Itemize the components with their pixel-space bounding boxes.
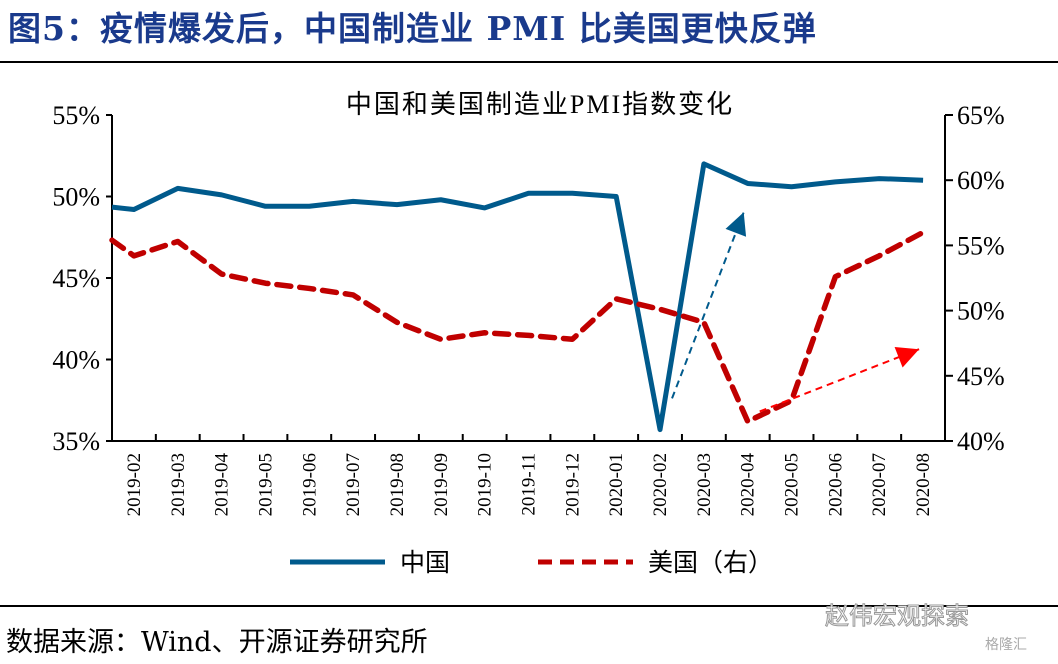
right-tick-label: 45% [957,362,1005,391]
x-tick-label: 2020-07 [869,453,890,516]
x-tick-label: 2020-08 [913,453,934,516]
china-arrowhead-icon [725,212,747,237]
x-tick-label: 2019-05 [255,453,276,516]
top-rule [0,61,1058,63]
legend-us-label: 美国（右） [648,549,773,577]
x-tick-label: 2019-11 [519,453,540,516]
watermark-sub: 格隆汇 [985,637,1027,653]
x-tick-label: 2020-04 [738,453,759,517]
x-tick-label: 2020-02 [650,453,671,516]
x-tick-label: 2019-07 [343,453,364,516]
x-tick-label: 2019-08 [387,453,408,516]
legend-china-label: 中国 [400,549,450,577]
x-tick-label: 2019-03 [168,453,189,516]
china-trend-arrow-line [671,211,745,399]
right-tick-label: 55% [957,231,1005,260]
x-tick-label: 2019-06 [299,453,320,516]
x-tick-label: 2020-06 [825,453,846,516]
left-tick-label: 50% [52,183,100,212]
us-trend-arrow-line [759,348,920,413]
us-pmi-line [109,229,926,425]
x-tick-label: 2019-10 [475,453,496,516]
x-tick-label: 2019-02 [124,453,145,516]
chart-title: 中国和美国制造业PMI指数变化 [346,90,734,119]
x-tick-label: 2019-04 [212,453,233,517]
china-pmi-line [111,161,924,433]
right-tick-label: 65% [957,101,1005,130]
axes: 35% 40% 45% 50% 55% 40% 45% 50% 55% 60% 65% 2019-02… [52,101,1004,516]
right-tick-label: 40% [957,427,1005,456]
x-tick-label: 2020-03 [694,453,715,516]
x-tick-label: 2019-12 [562,453,583,516]
left-tick-label: 45% [52,264,100,293]
x-tick-label: 2019-09 [431,453,452,516]
figure-title: 图5：疫情爆发后，中国制造业 PMI 比美国更快反弹 [8,9,817,48]
left-tick-label: 35% [52,427,100,456]
series-lines [109,161,926,433]
left-tick-label: 40% [52,346,100,375]
bottom-rule [0,605,1058,607]
right-tick-label: 60% [957,166,1005,195]
x-tick-label: 2020-01 [606,453,627,516]
x-tick-label: 2020-05 [782,453,803,516]
source-note: 数据来源：Wind、开源证券研究所 [6,627,428,658]
us-arrowhead-icon [894,346,920,368]
right-tick-label: 50% [957,297,1005,326]
left-tick-label: 55% [52,101,100,130]
legend: 中国 美国（右） [290,549,773,577]
watermark: 赵伟宏观探索 [825,602,970,631]
